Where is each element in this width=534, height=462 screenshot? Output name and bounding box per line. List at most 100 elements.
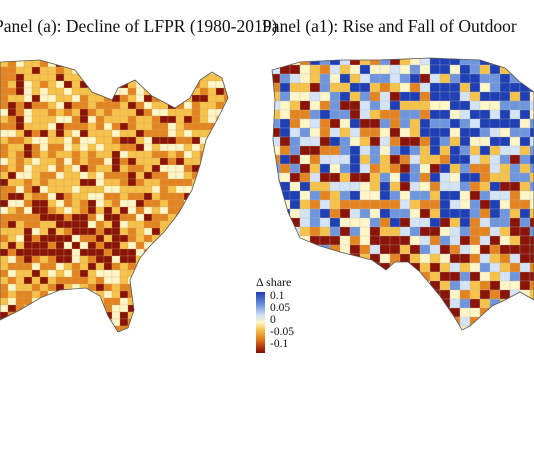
county-cell <box>329 226 341 237</box>
county-cell <box>479 208 491 219</box>
county-cell <box>349 118 361 129</box>
county-cell <box>479 145 491 156</box>
county-cell <box>349 262 361 273</box>
county-cell <box>419 307 431 318</box>
county-cell <box>289 253 301 264</box>
county-cell <box>389 91 401 102</box>
county-cell <box>489 100 501 111</box>
county-cell <box>439 190 451 201</box>
county-cell <box>359 262 371 273</box>
county-cell <box>379 109 391 120</box>
county-cell <box>499 154 511 165</box>
county-cell <box>329 127 341 138</box>
county-cell <box>319 100 331 111</box>
county-cell <box>429 253 441 264</box>
county-cell <box>299 208 311 219</box>
county-cell <box>279 91 291 102</box>
county-cell <box>329 307 341 318</box>
county-cell <box>399 262 411 273</box>
county-cell <box>272 127 281 138</box>
county-cell <box>429 262 441 273</box>
county-cell <box>279 163 291 174</box>
county-cell <box>359 307 371 318</box>
county-cell <box>329 82 341 93</box>
county-cell <box>272 109 281 120</box>
county-cell <box>429 82 441 93</box>
county-cell <box>329 181 341 192</box>
county-cell <box>309 208 321 219</box>
county-cell <box>289 100 301 111</box>
county-cell <box>319 316 331 327</box>
county-cell <box>439 199 451 210</box>
county-cell <box>429 145 441 156</box>
county-cell <box>409 280 421 291</box>
county-cell <box>309 289 321 300</box>
county-cell <box>529 73 534 84</box>
county-cell <box>329 253 341 264</box>
county-cell <box>469 208 481 219</box>
county-cell <box>379 163 391 174</box>
county-cell <box>223 94 228 103</box>
county-cell <box>529 298 534 309</box>
county-cell <box>489 217 501 228</box>
county-cell <box>469 190 481 201</box>
county-cell <box>529 253 534 264</box>
county-cell <box>409 244 421 255</box>
county-cell <box>499 262 511 273</box>
county-cell <box>399 91 411 102</box>
county-cell <box>339 271 351 282</box>
county-cell <box>499 307 511 318</box>
county-cell <box>399 271 411 282</box>
county-cell <box>429 58 441 66</box>
county-cell <box>329 172 341 183</box>
county-cell <box>469 253 481 264</box>
legend-tick: -0.05 <box>270 326 294 338</box>
county-cell <box>449 208 461 219</box>
county-cell <box>419 172 431 183</box>
county-cell <box>289 316 301 327</box>
county-cell <box>499 244 511 255</box>
county-cell <box>419 316 431 327</box>
county-cell <box>389 298 401 309</box>
county-cell <box>489 226 501 237</box>
county-cell <box>419 190 431 201</box>
county-cell <box>489 316 501 327</box>
county-cell <box>339 127 351 138</box>
county-cell <box>379 64 391 75</box>
county-cell <box>469 73 481 84</box>
county-cell <box>529 154 534 165</box>
county-cell <box>459 289 471 300</box>
county-cell <box>319 271 331 282</box>
county-cell <box>479 91 491 102</box>
county-cell <box>529 163 534 174</box>
county-cell <box>299 100 311 111</box>
county-cell <box>289 172 301 183</box>
county-cell <box>529 226 534 237</box>
county-cell <box>272 118 281 129</box>
county-cell <box>519 226 531 237</box>
county-cell <box>459 109 471 120</box>
county-cell <box>339 316 351 327</box>
county-cell <box>529 262 534 273</box>
county-cell <box>329 199 341 210</box>
county-cell <box>339 118 351 129</box>
county-cell <box>409 73 421 84</box>
county-cell <box>449 82 461 93</box>
county-cell <box>272 199 281 210</box>
county-cell <box>519 199 531 210</box>
county-cell <box>479 298 491 309</box>
county-cell <box>459 307 471 318</box>
county-cell <box>329 190 341 201</box>
county-cell <box>419 136 431 147</box>
county-cell <box>279 262 291 273</box>
county-cell <box>329 289 341 300</box>
county-cell <box>449 262 461 273</box>
county-cell <box>359 73 371 84</box>
county-cell <box>409 64 421 75</box>
county-cell <box>449 154 461 165</box>
county-cell <box>469 136 481 147</box>
county-cell <box>459 82 471 93</box>
county-cell <box>409 118 421 129</box>
county-cell <box>469 244 481 255</box>
